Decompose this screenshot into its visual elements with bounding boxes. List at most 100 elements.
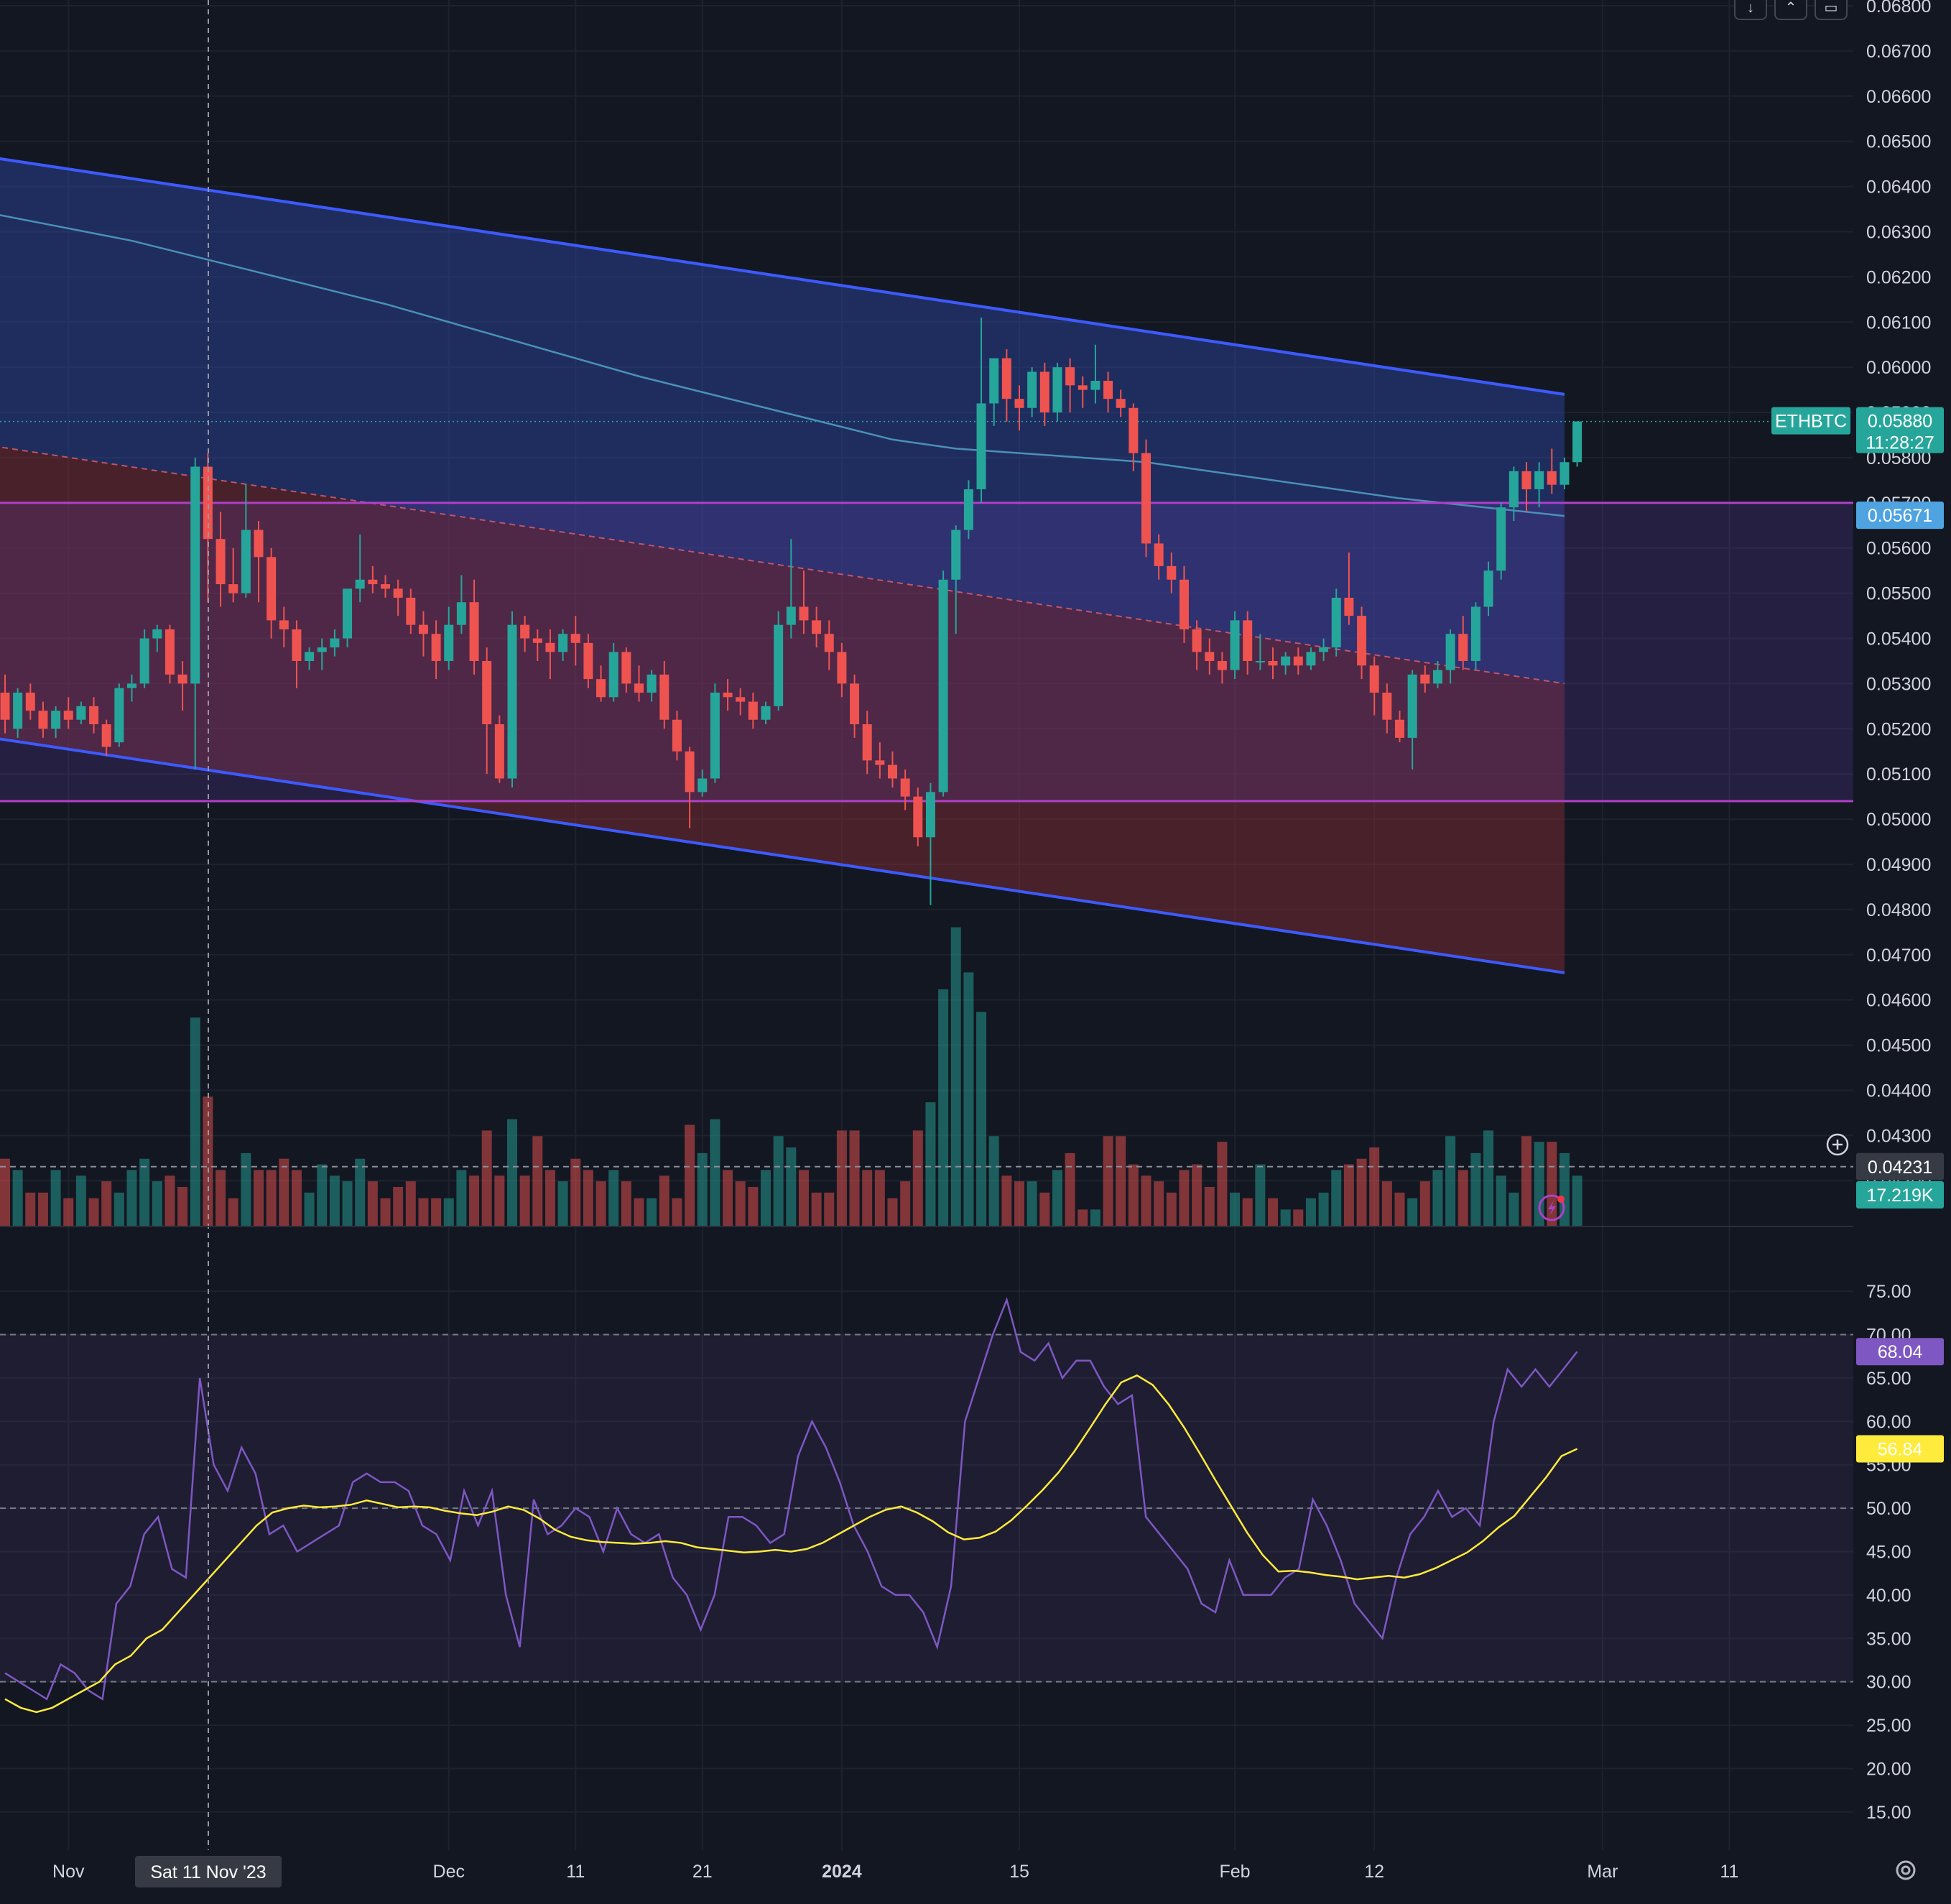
volume-bar — [849, 1130, 860, 1226]
volume-bar — [139, 1158, 150, 1226]
volume-bar — [608, 1170, 619, 1226]
volume-bar — [659, 1175, 669, 1226]
candle-body — [1027, 371, 1037, 408]
price-tick-label: 0.06700 — [1866, 42, 1931, 62]
volume-bar — [494, 1175, 505, 1226]
candle-body — [13, 693, 23, 729]
volume-bar — [634, 1198, 644, 1226]
volume-bar — [1052, 1170, 1062, 1226]
volume-bar — [824, 1192, 835, 1226]
candle-body — [177, 674, 187, 684]
candle-body — [1255, 660, 1265, 662]
candle-body — [127, 683, 136, 688]
volume-bar — [75, 1175, 86, 1226]
rsi-tick-label: 30.00 — [1866, 1673, 1911, 1693]
volume-bar — [1407, 1198, 1418, 1226]
candle-body — [1167, 565, 1177, 580]
rsi-pane — [0, 1297, 1853, 1714]
time-axis[interactable]: Nov Dec 11 21 2024 15 Feb 12 Mar 11 — [52, 1862, 1738, 1882]
volume-bar — [152, 1181, 162, 1226]
time-tick-label: Mar — [1587, 1862, 1618, 1882]
candle-body — [736, 697, 746, 702]
rsi-tick-label: 65.00 — [1866, 1369, 1911, 1389]
volume-bar — [988, 1136, 999, 1226]
candle-body — [875, 760, 885, 765]
candle-body — [1420, 674, 1430, 684]
candlestick-series[interactable] — [0, 317, 1582, 905]
volume-bars — [0, 927, 1582, 1226]
candle-body — [1116, 399, 1126, 408]
candle-body — [812, 620, 822, 634]
level-tag-bg — [1856, 502, 1944, 530]
volume-bar — [1179, 1170, 1190, 1226]
candle-body — [799, 606, 809, 621]
candle-body — [381, 584, 390, 589]
candle-body — [748, 701, 758, 720]
volume-bar — [811, 1192, 822, 1226]
volume-bar — [88, 1198, 99, 1226]
candle-body — [1458, 634, 1468, 661]
volume-bar — [1192, 1164, 1202, 1226]
add-alert-icon[interactable] — [1826, 1133, 1849, 1156]
lightning-icon[interactable] — [1538, 1194, 1565, 1221]
crosshair-price-tag: 0.04231 — [1868, 1157, 1932, 1178]
volume-bar — [1547, 1142, 1557, 1226]
candle-body — [532, 638, 542, 643]
price-tick-label: 0.05200 — [1866, 719, 1931, 739]
volume-bar — [519, 1175, 530, 1226]
volume-bar — [672, 1198, 682, 1226]
volume-bar — [507, 1119, 517, 1226]
candle-body — [1547, 471, 1557, 485]
candle-body — [1154, 543, 1164, 566]
candle-body — [951, 530, 961, 580]
candle-body — [203, 466, 213, 540]
candle-body — [824, 634, 834, 652]
price-tick-label: 0.06500 — [1866, 132, 1931, 152]
ma-line — [0, 214, 1565, 517]
volume-bar — [710, 1119, 720, 1226]
candle-body — [330, 638, 340, 648]
volume-bar — [1065, 1152, 1075, 1226]
volume-bar — [1204, 1187, 1215, 1226]
candle-body — [1281, 656, 1291, 666]
volume-bar — [735, 1181, 746, 1226]
regression-channel — [0, 157, 1565, 974]
volume-bar — [12, 1170, 23, 1226]
arrow-down-icon[interactable]: ↓ — [1734, 0, 1767, 20]
price-tag-symbol-bg — [1771, 407, 1850, 435]
candle-body — [761, 706, 771, 720]
volume-bar — [1154, 1181, 1164, 1226]
candle-body — [558, 634, 568, 652]
candle-body — [305, 652, 315, 661]
volume-bar — [291, 1170, 302, 1226]
candle-body — [698, 778, 708, 792]
candle-body — [685, 751, 695, 792]
volume-bar — [773, 1136, 784, 1226]
chevron-up-icon[interactable]: ⌃ — [1774, 0, 1807, 20]
square-icon[interactable]: ▭ — [1815, 0, 1848, 20]
candle-body — [608, 652, 618, 698]
volume-bar — [938, 989, 949, 1226]
volume-bar — [37, 1192, 48, 1226]
volume-bar — [126, 1170, 137, 1226]
price-tick-label: 0.04400 — [1866, 1081, 1931, 1101]
price-tick-label: 0.06300 — [1866, 222, 1931, 242]
candle-body — [1103, 381, 1113, 399]
settings-gear-icon[interactable] — [1896, 1860, 1916, 1880]
volume-bar — [1090, 1209, 1100, 1226]
time-tick-label: Dec — [433, 1862, 465, 1882]
volume-bar — [596, 1181, 606, 1226]
volume-bar — [1445, 1136, 1456, 1226]
volume-bar — [1141, 1175, 1151, 1226]
candle-body — [774, 624, 784, 706]
price-tick-label: 0.05600 — [1866, 539, 1931, 559]
candle-body — [938, 579, 948, 792]
moving-average-line — [0, 214, 1565, 517]
volume-bar — [621, 1181, 631, 1226]
volume-bar — [748, 1187, 759, 1226]
volume-bar — [164, 1175, 175, 1226]
price-tick-label: 0.06100 — [1866, 313, 1931, 333]
